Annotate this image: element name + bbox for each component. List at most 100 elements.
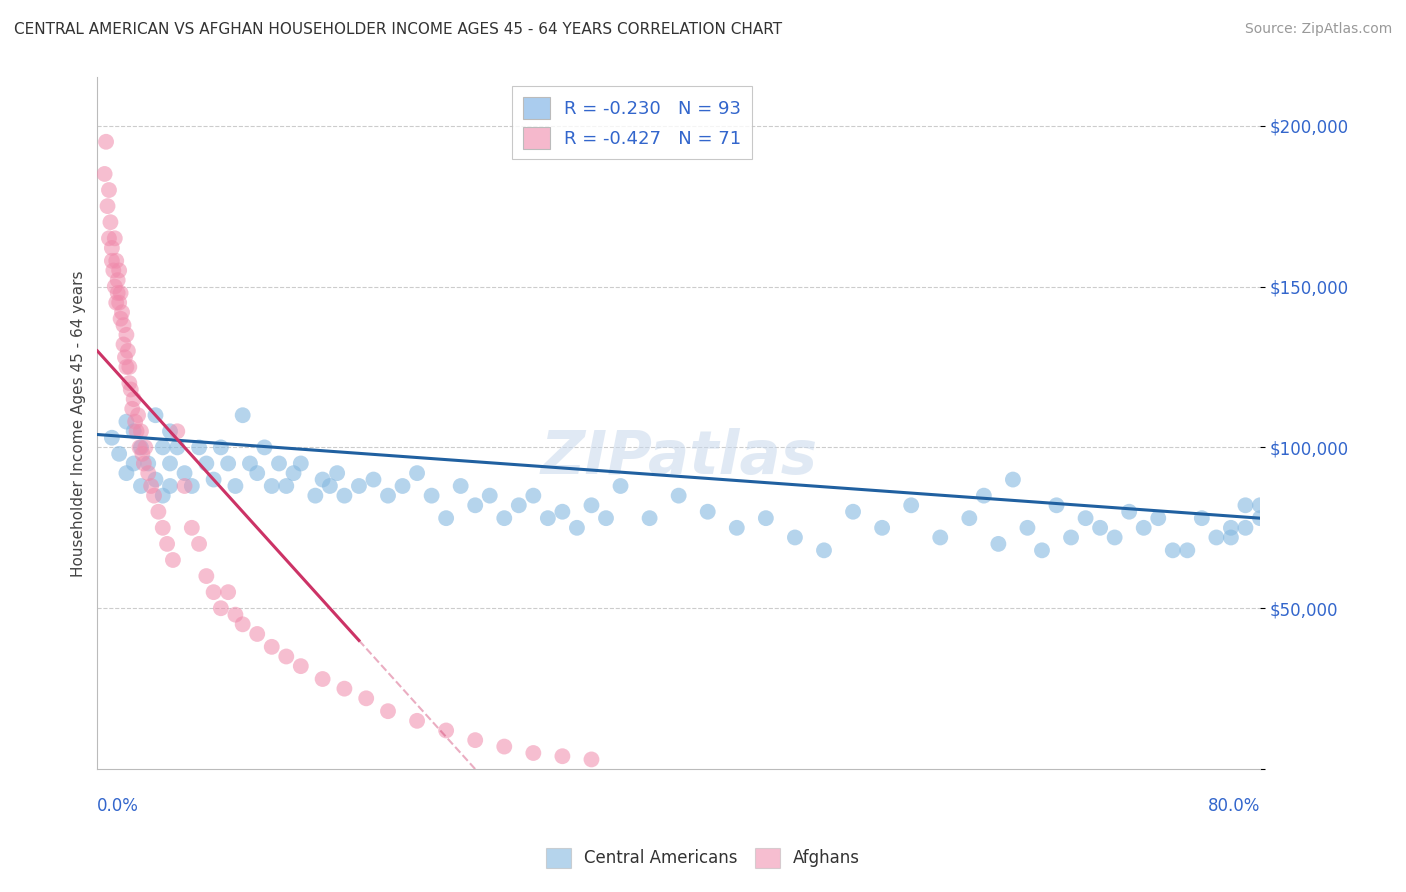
Point bbox=[104, 279, 127, 293]
Point bbox=[108, 263, 131, 277]
Point bbox=[94, 135, 117, 149]
Point bbox=[103, 263, 125, 277]
Point bbox=[132, 457, 155, 471]
Point bbox=[1175, 543, 1198, 558]
Point bbox=[124, 415, 146, 429]
Point bbox=[107, 273, 129, 287]
Point bbox=[668, 489, 690, 503]
Point bbox=[129, 441, 152, 455]
Point bbox=[136, 457, 159, 471]
Point bbox=[450, 479, 472, 493]
Point bbox=[638, 511, 661, 525]
Point bbox=[1205, 531, 1227, 545]
Point bbox=[125, 425, 148, 439]
Point bbox=[108, 447, 131, 461]
Point bbox=[581, 752, 603, 766]
Point bbox=[143, 489, 166, 503]
Point bbox=[224, 607, 246, 622]
Point bbox=[110, 311, 132, 326]
Point bbox=[1219, 531, 1241, 545]
Point bbox=[333, 489, 356, 503]
Point bbox=[224, 479, 246, 493]
Point bbox=[209, 441, 232, 455]
Point bbox=[96, 199, 118, 213]
Point bbox=[152, 489, 174, 503]
Point bbox=[551, 749, 574, 764]
Point bbox=[304, 489, 326, 503]
Point bbox=[1060, 531, 1083, 545]
Point bbox=[159, 425, 181, 439]
Point bbox=[134, 441, 156, 455]
Point bbox=[156, 537, 179, 551]
Point bbox=[783, 531, 806, 545]
Point bbox=[112, 318, 135, 333]
Point bbox=[217, 585, 239, 599]
Point bbox=[1191, 511, 1213, 525]
Point bbox=[609, 479, 631, 493]
Point bbox=[145, 408, 167, 422]
Point bbox=[98, 183, 121, 197]
Point bbox=[1132, 521, 1154, 535]
Point bbox=[406, 466, 429, 480]
Point bbox=[118, 376, 141, 390]
Point bbox=[129, 425, 152, 439]
Point bbox=[377, 704, 399, 718]
Point bbox=[209, 601, 232, 615]
Point bbox=[311, 672, 333, 686]
Point bbox=[1001, 473, 1024, 487]
Point bbox=[152, 441, 174, 455]
Point bbox=[128, 441, 150, 455]
Point bbox=[522, 746, 544, 760]
Point bbox=[114, 351, 136, 365]
Point bbox=[122, 425, 145, 439]
Point bbox=[276, 649, 298, 664]
Point bbox=[464, 733, 486, 747]
Point bbox=[239, 457, 262, 471]
Point bbox=[260, 640, 283, 654]
Point bbox=[136, 466, 159, 480]
Point bbox=[290, 457, 312, 471]
Point bbox=[108, 295, 131, 310]
Point bbox=[326, 466, 349, 480]
Point bbox=[283, 466, 305, 480]
Point bbox=[973, 489, 995, 503]
Point bbox=[1045, 498, 1067, 512]
Point bbox=[377, 489, 399, 503]
Point bbox=[195, 457, 218, 471]
Point bbox=[232, 408, 254, 422]
Point bbox=[162, 553, 184, 567]
Point bbox=[581, 498, 603, 512]
Point bbox=[110, 285, 132, 300]
Point bbox=[1104, 531, 1126, 545]
Y-axis label: Householder Income Ages 45 - 64 years: Householder Income Ages 45 - 64 years bbox=[72, 270, 86, 576]
Point bbox=[813, 543, 835, 558]
Point bbox=[195, 569, 218, 583]
Point bbox=[276, 479, 298, 493]
Point bbox=[101, 241, 124, 255]
Point bbox=[173, 479, 195, 493]
Point bbox=[122, 457, 145, 471]
Point bbox=[870, 521, 893, 535]
Text: Source: ZipAtlas.com: Source: ZipAtlas.com bbox=[1244, 22, 1392, 37]
Point bbox=[93, 167, 115, 181]
Point bbox=[202, 585, 225, 599]
Point bbox=[1088, 521, 1111, 535]
Point bbox=[139, 479, 162, 493]
Point bbox=[434, 723, 457, 738]
Point bbox=[420, 489, 443, 503]
Point bbox=[131, 447, 153, 461]
Point bbox=[595, 511, 617, 525]
Point bbox=[202, 473, 225, 487]
Point bbox=[957, 511, 980, 525]
Point bbox=[188, 537, 211, 551]
Point bbox=[111, 305, 134, 319]
Point bbox=[112, 337, 135, 351]
Point bbox=[1147, 511, 1170, 525]
Point bbox=[217, 457, 239, 471]
Point bbox=[522, 489, 544, 503]
Point bbox=[347, 479, 370, 493]
Point bbox=[354, 691, 377, 706]
Point bbox=[148, 505, 170, 519]
Point bbox=[115, 327, 138, 342]
Point bbox=[929, 531, 952, 545]
